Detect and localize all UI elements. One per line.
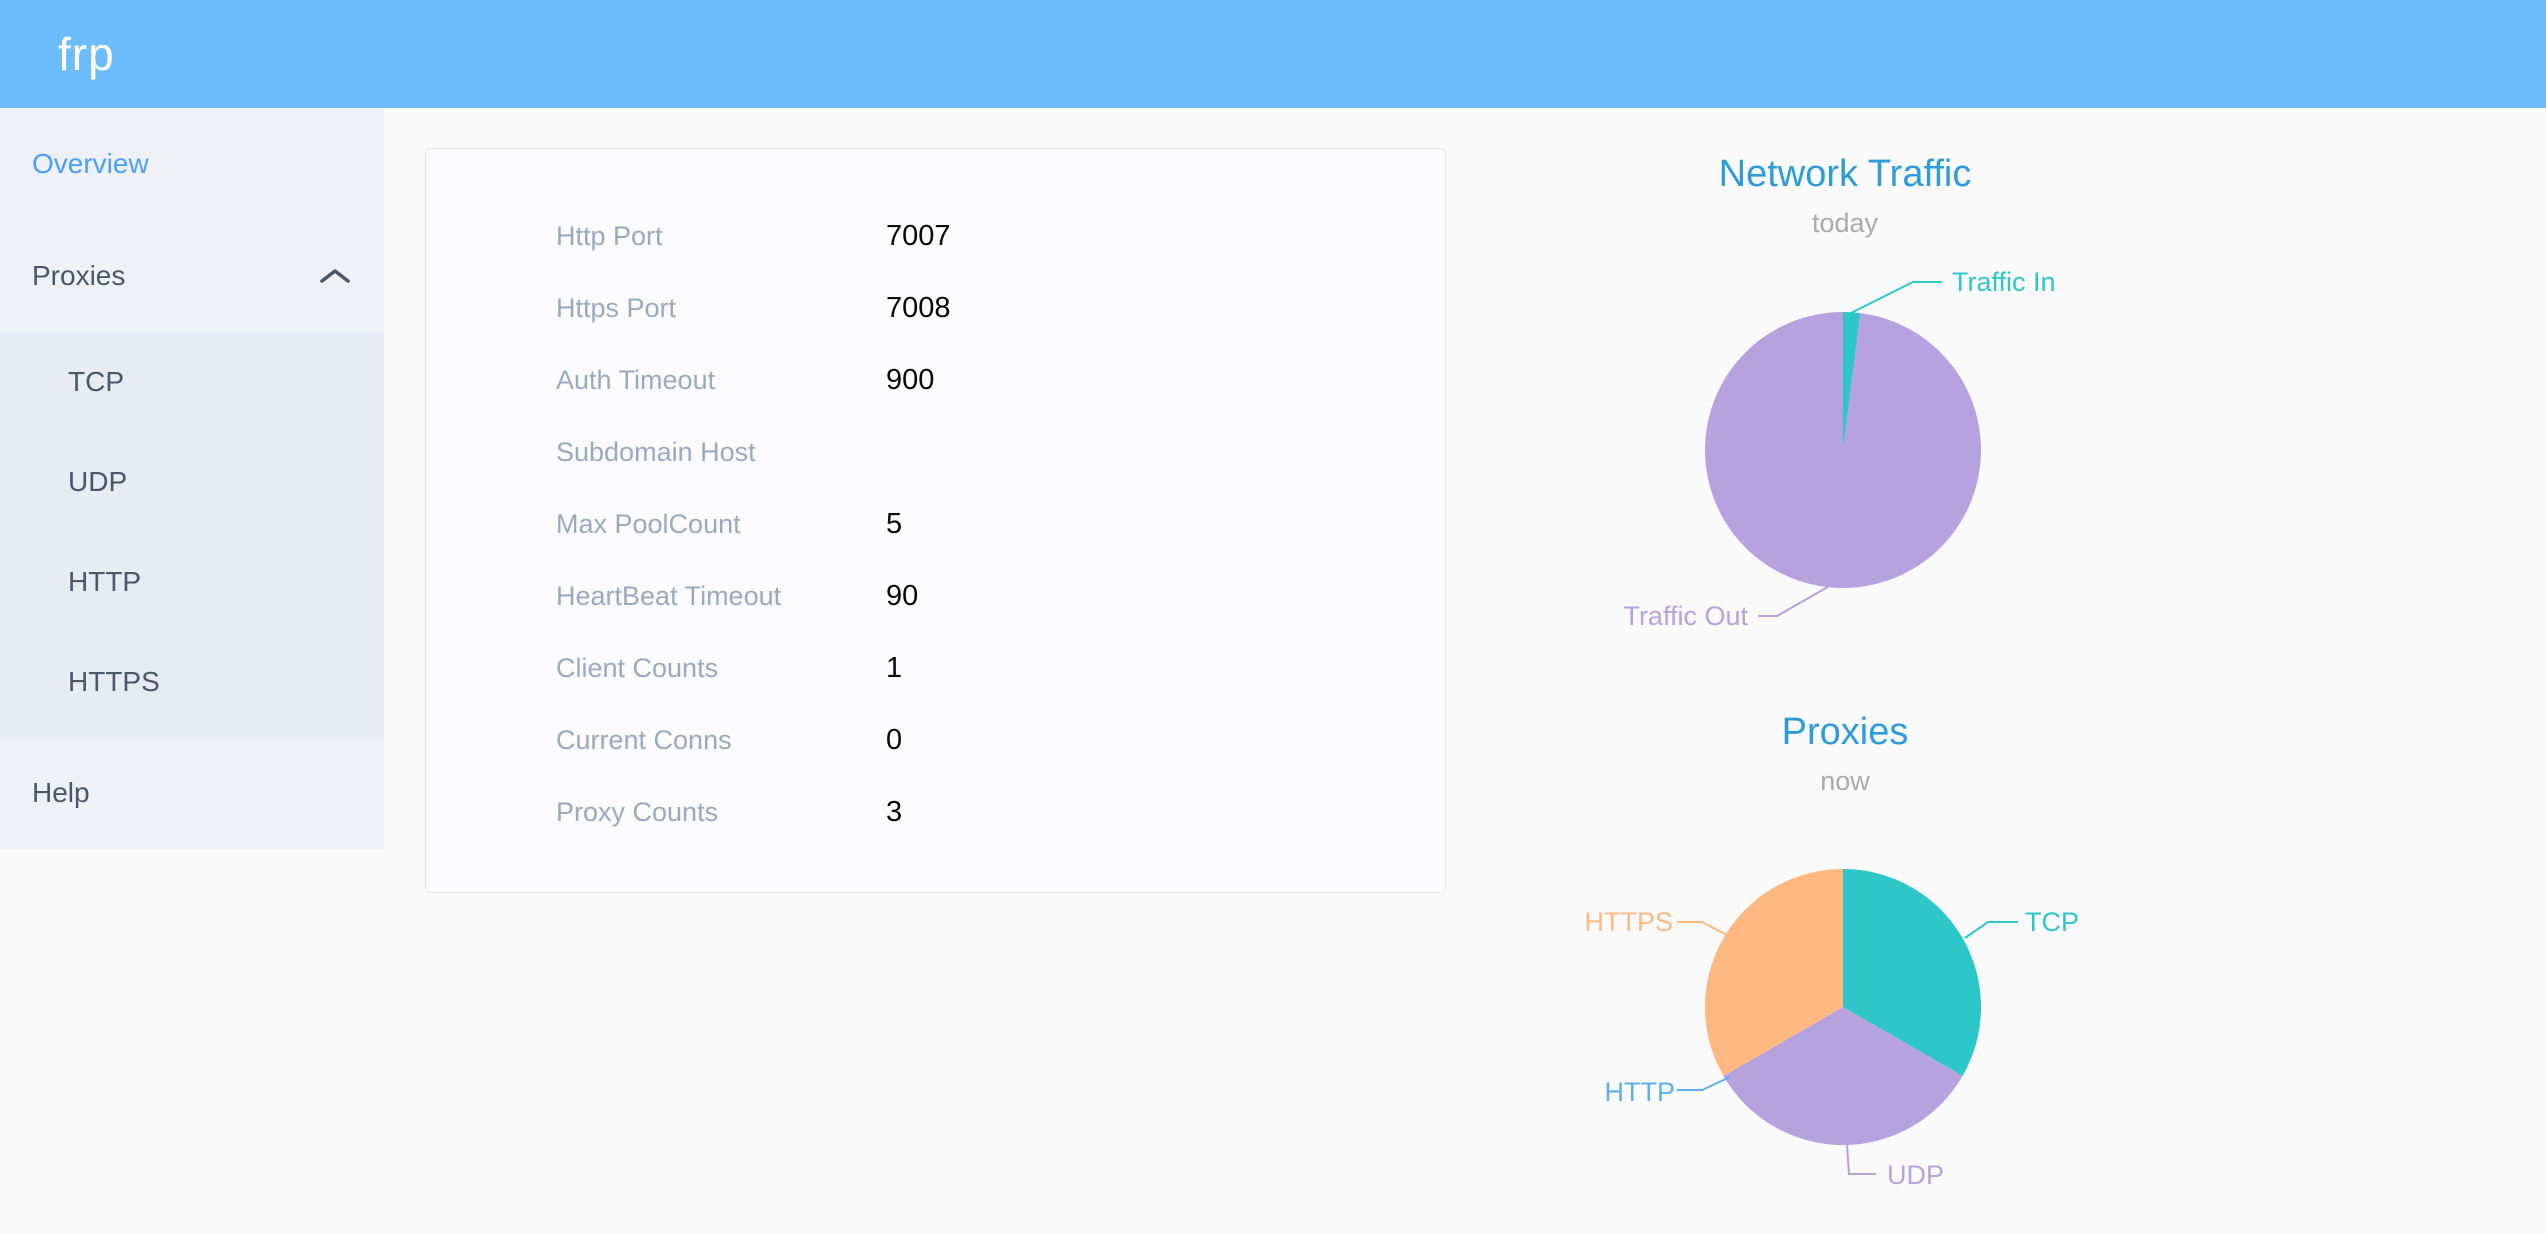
info-row-value: 3 [886, 795, 903, 828]
app-logo: frp [58, 28, 115, 80]
info-row-value: 900 [886, 363, 935, 396]
info-row: Auth Timeout 900 [426, 344, 1445, 416]
sidebar-menu: Overview Proxies TCP UDP HTTP HTTPS Help [0, 108, 384, 849]
sidebar-item-tcp[interactable]: TCP [68, 366, 124, 397]
pie-slice-tcp[interactable] [1843, 869, 1981, 1076]
info-row-label: Auth Timeout [556, 364, 716, 395]
network-traffic-pie[interactable] [1520, 140, 2170, 680]
sidebar-item-udp[interactable]: UDP [68, 466, 128, 497]
info-row-label: HeartBeat Timeout [556, 580, 782, 611]
sidebar-item-http[interactable]: HTTP [68, 566, 142, 597]
info-row-label: Proxy Counts [556, 796, 719, 827]
sidebar-item-https[interactable]: HTTPS [68, 666, 160, 697]
proxies-chart-title: Proxies [1781, 711, 1909, 753]
leader-line-tcp [1964, 921, 2018, 939]
pie-slice-https[interactable] [1705, 869, 1843, 1076]
leader-line-https [1677, 921, 1728, 936]
info-row: Max PoolCount 5 [426, 488, 1445, 560]
chevron-up-icon [320, 269, 350, 283]
leader-line-http [1677, 1076, 1731, 1091]
info-row-label: Https Port [556, 292, 677, 323]
info-row-value: 1 [886, 651, 903, 684]
proxies-chart: Proxies now TCP UDP HTTP HTTPS [1520, 690, 2170, 1234]
leader-line-traffic-in [1850, 281, 1942, 314]
info-row: Http Port 7007 [426, 200, 1445, 272]
leader-line-traffic-out [1758, 583, 1834, 617]
pie-label-http: HTTP [1604, 1077, 1676, 1107]
info-row: Https Port 7008 [426, 272, 1445, 344]
info-row-value: 7007 [886, 219, 951, 252]
info-row-label: Current Conns [556, 724, 732, 755]
sidebar-item-proxies-label: Proxies [32, 260, 126, 291]
pie-slice-udp[interactable] [1723, 1007, 1963, 1145]
server-info-rows: Http Port 7007 Https Port 7008 Auth Timeout 9… [426, 200, 1445, 848]
app-header: frp [0, 0, 2546, 108]
pie-slice-traffic-in[interactable] [1843, 312, 1861, 450]
info-row-value: 5 [886, 507, 903, 540]
server-info-card: Http Port 7007 Https Port 7008 Auth Timeout 9… [425, 148, 1446, 893]
sidebar-item-help-label: Help [32, 777, 90, 808]
pie-label-traffic-out: Traffic Out [1623, 601, 1748, 631]
info-row-label: Client Counts [556, 652, 719, 683]
info-row-value: 0 [886, 723, 903, 756]
pie-label-traffic-in: Traffic In [1952, 267, 2056, 297]
network-traffic-title: Network Traffic [1718, 153, 1972, 195]
info-row: Proxy Counts 3 [426, 776, 1445, 848]
info-row-value: 7008 [886, 291, 951, 324]
sidebar-item-overview[interactable]: Overview [0, 108, 384, 220]
pie-label-https: HTTPS [1584, 907, 1673, 937]
sidebar: Overview Proxies TCP UDP HTTP HTTPS Help [0, 108, 384, 849]
network-traffic-subtitle: today [1811, 208, 1879, 238]
proxies-chart-subtitle: now [1820, 766, 1870, 796]
leader-line-udp [1846, 1144, 1876, 1175]
sidebar-item-help[interactable]: Help [0, 737, 384, 849]
sidebar-item-overview-label: Overview [32, 148, 149, 179]
info-row: HeartBeat Timeout 90 [426, 560, 1445, 632]
pie-label-udp: UDP [1887, 1160, 1945, 1190]
info-row: Current Conns 0 [426, 704, 1445, 776]
info-row: Client Counts 1 [426, 632, 1445, 704]
pie-slice-traffic-out[interactable] [1704, 312, 1981, 588]
info-row-label: Subdomain Host [556, 436, 756, 467]
network-traffic-chart: Network Traffic today Traffic In Traffic… [1520, 140, 2170, 680]
info-row-label: Max PoolCount [556, 508, 741, 539]
info-row-value: 90 [886, 579, 919, 612]
pie-label-tcp: TCP [2025, 907, 2079, 937]
sidebar-item-proxies[interactable]: Proxies [0, 220, 384, 332]
info-row: Subdomain Host [426, 416, 1445, 488]
sidebar-submenu-proxies: TCP UDP HTTP HTTPS [0, 332, 384, 737]
info-row-label: Http Port [556, 220, 663, 251]
proxies-pie[interactable] [1520, 690, 2170, 1234]
